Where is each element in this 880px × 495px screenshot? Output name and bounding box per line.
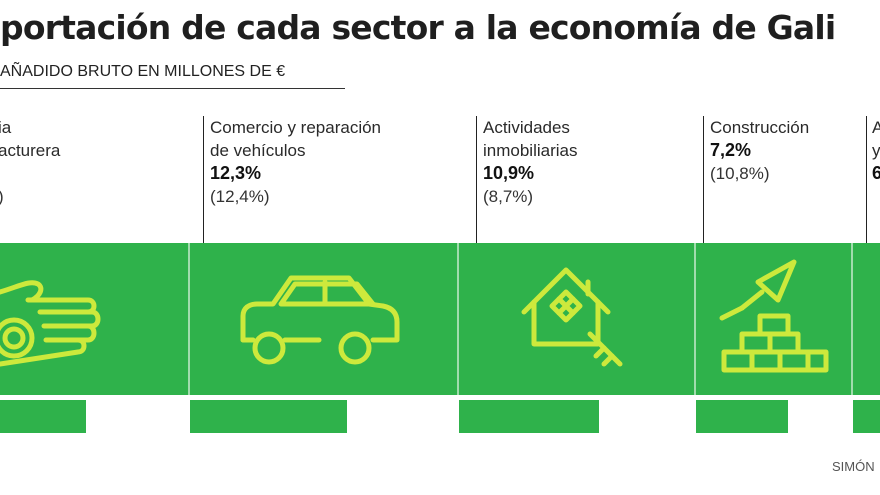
category-label-real-estate: Actividades inmobiliarias 10,9% (8,7%) <box>483 116 577 208</box>
label-tick <box>866 116 867 260</box>
category-name-line: Actividades <box>483 118 570 137</box>
credit: SIMÓN <box>832 459 875 474</box>
category-value <box>0 162 60 185</box>
category-value: 7,2% <box>710 140 752 160</box>
category-name-line: y <box>872 141 880 160</box>
category-name-line: ia <box>0 118 12 137</box>
category-value: 6 <box>872 163 880 183</box>
category-previous-value: (12,4%) <box>210 187 270 206</box>
category-name-line: inmobiliarias <box>483 141 578 160</box>
category-name-line: de vehículos <box>210 141 306 160</box>
category-previous-value: (8,7%) <box>483 187 534 206</box>
bar-manufacturing <box>0 400 86 433</box>
category-value: 12,3% <box>210 163 262 183</box>
category-name-line: A <box>872 118 880 137</box>
bar-commerce <box>190 400 347 433</box>
subtitle-rule <box>0 88 345 89</box>
category-value: 10,9% <box>483 163 535 183</box>
chart-subtitle: AÑADIDO BRUTO EN MILLONES DE € <box>0 63 286 80</box>
house-key-icon <box>521 267 623 367</box>
category-name-line: acturera <box>0 141 61 160</box>
band-separator <box>188 243 190 395</box>
label-tick <box>203 116 204 260</box>
category-previous-value: (10,8%) <box>710 164 770 183</box>
bar-partial <box>853 400 880 433</box>
band-separator <box>851 243 853 395</box>
category-label-construction: Construcción 7,2% (10,8%) <box>710 116 809 185</box>
bar-real-estate <box>459 400 599 433</box>
bar-construction <box>696 400 788 433</box>
category-previous-value: ) <box>0 185 60 208</box>
label-tick <box>703 116 704 260</box>
category-label-manufacturing: ia acturera ) <box>0 116 60 208</box>
band-separator <box>694 243 696 395</box>
category-label-partial: A y 6 <box>872 116 880 185</box>
band-separator <box>457 243 459 395</box>
label-tick <box>476 116 477 260</box>
car-icon <box>240 275 400 365</box>
chart-title: portación de cada sector a la economía d… <box>0 8 836 47</box>
category-name-line: Construcción <box>710 118 810 137</box>
category-name-line: Comercio y reparación <box>210 118 382 137</box>
category-label-commerce: Comercio y reparación de vehículos 12,3%… <box>210 116 381 208</box>
trowel-bricks-icon <box>719 259 829 373</box>
hand-icon <box>0 280 101 367</box>
